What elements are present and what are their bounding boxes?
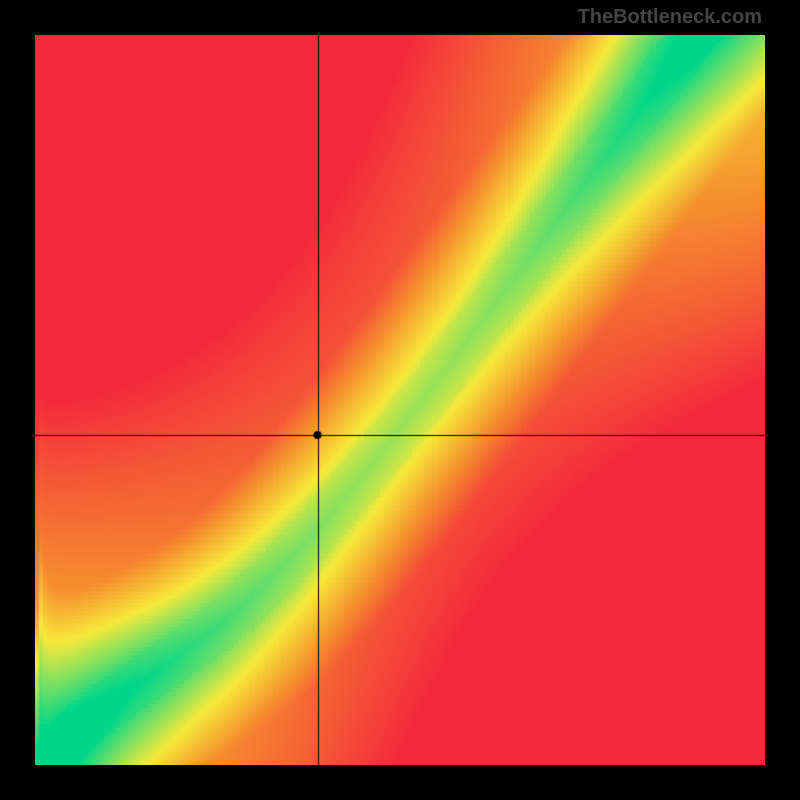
heatmap-canvas bbox=[35, 35, 765, 765]
heatmap-plot bbox=[35, 35, 765, 765]
attribution-text: TheBottleneck.com bbox=[578, 6, 762, 29]
outer-frame: TheBottleneck.com bbox=[0, 0, 800, 800]
